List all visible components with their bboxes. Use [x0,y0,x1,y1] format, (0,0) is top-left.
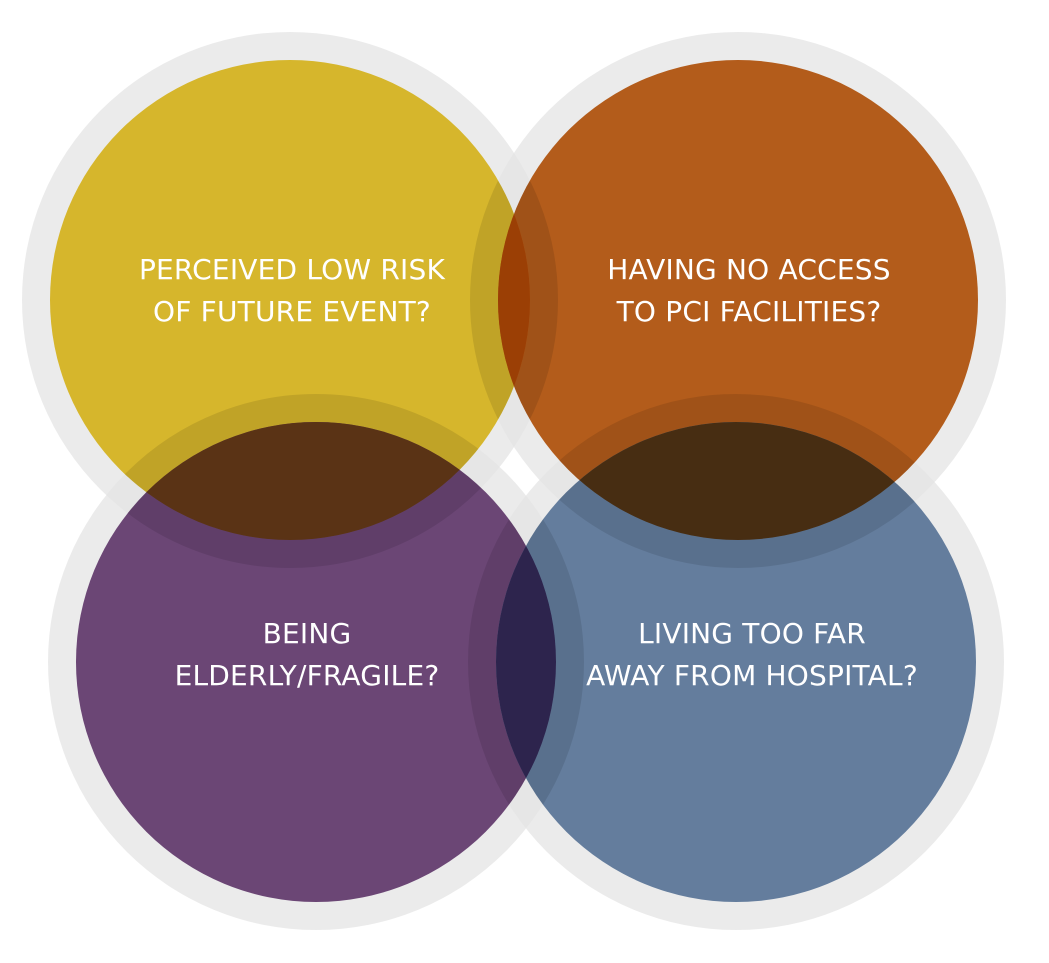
label-bottom-right: LIVING TOO FAR AWAY FROM HOSPITAL? [572,613,932,697]
label-line: ELDERLY/FRAGILE? [174,659,440,692]
ring-overlay-bottom-left [50,394,530,540]
label-top-right: HAVING NO ACCESS TO PCI FACILITIES? [569,249,929,333]
label-bottom-left: BEING ELDERLY/FRAGILE? [127,613,487,697]
label-line: HAVING NO ACCESS [607,253,891,286]
label-line: AWAY FROM HOSPITAL? [586,659,918,692]
ring-overlay-bottom-right [498,394,978,540]
circle-bottom-right [496,422,976,902]
label-line: BEING [262,617,352,650]
label-line: TO PCI FACILITIES? [616,295,882,328]
ring-overlay-top-left [498,60,558,540]
ring-overlay-top-right [470,60,530,540]
circle-top-right [498,60,978,540]
label-line: OF FUTURE EVENT? [153,295,431,328]
ring-overlay-top-right-b [496,422,976,568]
circle-top-left [50,60,530,540]
circle-bottom-left [76,422,556,902]
label-line: LIVING TOO FAR [638,617,866,650]
label-top-left: PERCEIVED LOW RISK OF FUTURE EVENT? [112,249,472,333]
ring-overlay-bottom-left-b [496,422,584,902]
ring-overlay-top-left-b [76,422,556,568]
label-line: PERCEIVED LOW RISK [138,253,446,286]
ring-overlays [50,60,978,902]
ring-overlay-bottom-right-b [468,422,556,902]
